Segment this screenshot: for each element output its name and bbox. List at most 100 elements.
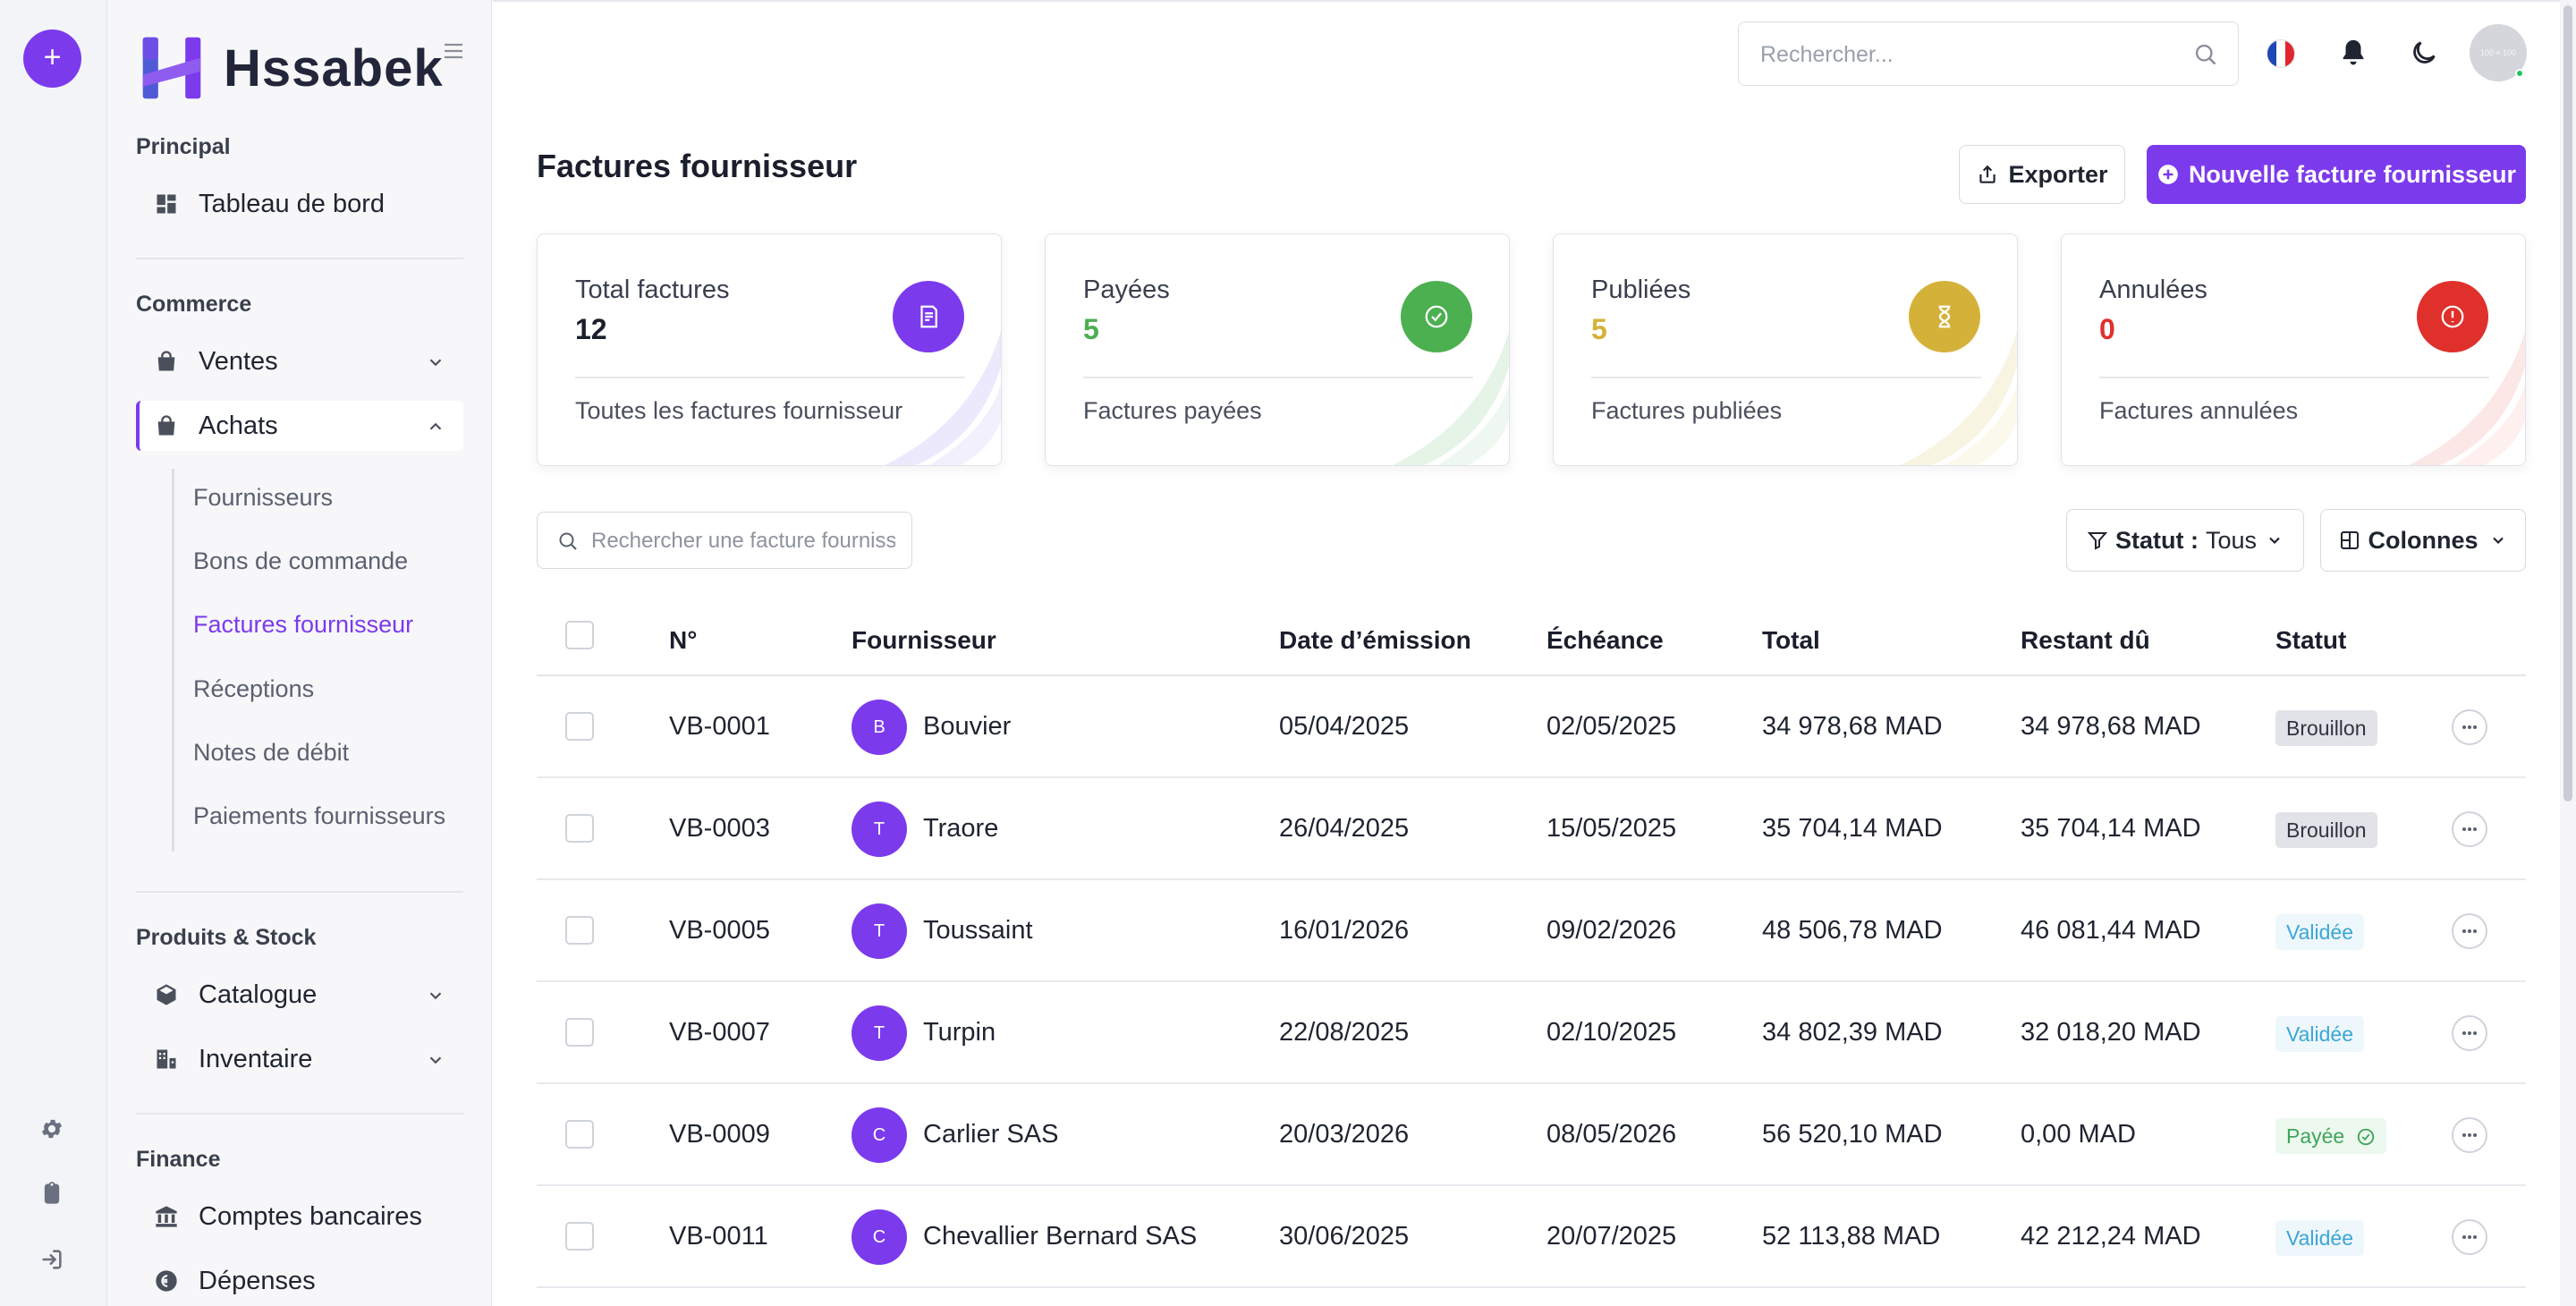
online-status-dot [2515, 69, 2524, 78]
invoice-icon [893, 281, 964, 352]
column-header-remaining[interactable]: Restant dû [2021, 626, 2150, 654]
table-row[interactable]: VB-0009 C Carlier SAS 20/03/2026 08/05/2… [537, 1084, 2526, 1186]
brand-name: Hssabek [224, 38, 444, 98]
brand[interactable]: Hssabek [138, 34, 444, 102]
moon-icon[interactable] [2409, 38, 2439, 68]
export-button[interactable]: Exporter [1959, 145, 2125, 204]
scrollbar-thumb[interactable] [2563, 5, 2572, 801]
column-header-status[interactable]: Statut [2275, 626, 2347, 654]
topbar: 100 × 100 [493, 0, 2576, 106]
select-all-checkbox[interactable] [565, 621, 594, 649]
card-decoration [1901, 331, 2017, 465]
supplier-avatar: C [852, 1107, 907, 1163]
sidebar-subitem-notes-debit[interactable]: Notes de débit [193, 739, 350, 766]
sidebar-subitem-receptions[interactable]: Réceptions [193, 675, 315, 702]
quick-add-button[interactable]: + [23, 30, 81, 88]
column-header-total[interactable]: Total [1762, 626, 1820, 654]
sidebar-item-ventes[interactable]: Ventes [136, 336, 463, 386]
sidebar-subitem-factures-fournisseur[interactable]: Factures fournisseur [193, 611, 414, 638]
sidebar-divider [136, 891, 463, 893]
table-row[interactable]: VB-0007 T Turpin 22/08/2025 02/10/2025 3… [537, 982, 2526, 1084]
columns-icon [2341, 531, 2360, 549]
invoice-number[interactable]: VB-0003 [669, 814, 770, 843]
table-row[interactable]: VB-0011 C Chevallier Bernard SAS 30/06/2… [537, 1186, 2526, 1288]
status-badge: Validée [2275, 914, 2365, 950]
sidebar-subitem-bons-commande[interactable]: Bons de commande [193, 547, 409, 574]
column-header-supplier[interactable]: Fournisseur [852, 626, 996, 654]
coin-icon [154, 1268, 179, 1293]
invoice-search[interactable] [537, 512, 912, 569]
due-date: 20/07/2025 [1546, 1222, 1677, 1251]
stat-label: Payées [1083, 276, 1170, 304]
bell-icon[interactable] [2338, 38, 2368, 68]
filter-icon [2087, 532, 2108, 550]
row-actions-button[interactable] [2452, 913, 2487, 949]
row-actions-button[interactable] [2452, 1015, 2487, 1051]
sidebar-item-comptes[interactable]: Comptes bancaires [136, 1192, 463, 1242]
language-flag-fr-icon[interactable] [2267, 39, 2295, 68]
table-row[interactable]: VB-0005 T Toussaint 16/01/2026 09/02/202… [537, 880, 2526, 982]
row-checkbox[interactable] [565, 1222, 594, 1251]
invoice-number[interactable]: VB-0011 [669, 1222, 768, 1251]
total-amount: 48 506,78 MAD [1762, 916, 1943, 945]
stat-card-published: Publiées 5 Factures publiées [1553, 233, 2018, 466]
more-horizontal-icon [2462, 929, 2477, 933]
sidebar-item-dashboard[interactable]: Tableau de bord [136, 179, 463, 229]
row-actions-button[interactable] [2452, 709, 2487, 745]
more-horizontal-icon [2462, 725, 2477, 729]
supplier-name: Toussaint [923, 916, 1033, 945]
sidebar-item-achats[interactable]: Achats [136, 401, 463, 451]
sidebar-item-depenses[interactable]: Dépenses [136, 1256, 463, 1306]
sidebar-subitem-fournisseurs[interactable]: Fournisseurs [193, 484, 334, 511]
column-header-due-date[interactable]: Échéance [1546, 626, 1664, 654]
search-icon[interactable] [2193, 42, 2218, 67]
table-row[interactable]: VB-0001 B Bouvier 05/04/2025 02/05/2025 … [537, 676, 2526, 778]
supplier-name: Traore [923, 814, 999, 843]
columns-dropdown[interactable]: Colonnes [2320, 509, 2526, 572]
global-search[interactable] [1738, 21, 2239, 86]
invoice-search-input[interactable] [591, 525, 895, 557]
issue-date: 30/06/2025 [1279, 1222, 1410, 1251]
clipboard-icon[interactable] [39, 1181, 64, 1206]
logout-icon[interactable] [39, 1247, 64, 1272]
issue-date: 16/01/2026 [1279, 916, 1410, 945]
status-badge: Validée [2275, 1220, 2365, 1256]
new-supplier-invoice-button[interactable]: Nouvelle facture fournisseur [2147, 145, 2526, 204]
row-actions-button[interactable] [2452, 811, 2487, 847]
row-checkbox[interactable] [565, 814, 594, 843]
column-header-number[interactable]: N° [669, 626, 698, 654]
user-avatar[interactable]: 100 × 100 [2470, 24, 2527, 81]
row-checkbox[interactable] [565, 1120, 594, 1149]
invoice-number[interactable]: VB-0005 [669, 916, 770, 945]
row-checkbox[interactable] [565, 1018, 594, 1047]
status-text: Payée [2286, 1124, 2345, 1148]
page-scrollbar[interactable] [2560, 0, 2576, 1306]
settings-icon[interactable] [39, 1116, 64, 1141]
card-decoration [1393, 331, 1509, 465]
sidebar-item-inventaire[interactable]: Inventaire [136, 1034, 463, 1084]
row-checkbox[interactable] [565, 916, 594, 945]
row-actions-button[interactable] [2452, 1117, 2487, 1153]
global-search-input[interactable] [1760, 37, 2190, 72]
invoice-number[interactable]: VB-0009 [669, 1120, 770, 1149]
row-checkbox[interactable] [565, 712, 594, 741]
supplier-name: Bouvier [923, 712, 1012, 741]
remaining-amount: 42 212,24 MAD [2021, 1222, 2201, 1251]
menu-collapse-icon[interactable] [442, 41, 465, 61]
invoice-number[interactable]: VB-0007 [669, 1018, 770, 1047]
stat-card-total: Total factures 12 Toutes les factures fo… [537, 233, 1002, 466]
supplier-avatar: C [852, 1209, 907, 1265]
sidebar-subitem-paiements[interactable]: Paiements fournisseurs [193, 802, 446, 829]
dashboard-icon [154, 191, 179, 216]
chevron-down-icon [429, 992, 442, 1000]
remaining-amount: 46 081,44 MAD [2021, 916, 2201, 945]
row-actions-button[interactable] [2452, 1219, 2487, 1255]
total-amount: 34 802,39 MAD [1762, 1018, 1943, 1047]
table-row[interactable]: VB-0003 T Traore 26/04/2025 15/05/2025 3… [537, 778, 2526, 880]
page-title: Factures fournisseur [537, 148, 858, 184]
status-filter-dropdown[interactable]: Statut : Tous [2066, 509, 2304, 572]
column-header-issue-date[interactable]: Date d’émission [1279, 626, 1471, 654]
sidebar-item-catalogue[interactable]: Catalogue [136, 970, 463, 1020]
invoice-number[interactable]: VB-0001 [669, 712, 770, 741]
more-horizontal-icon [2462, 1133, 2477, 1137]
